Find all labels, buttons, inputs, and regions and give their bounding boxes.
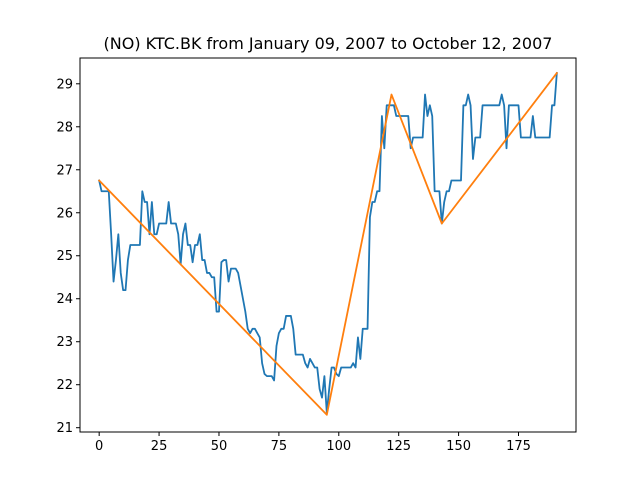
plot-area bbox=[80, 58, 576, 432]
y-tick-label: 23 bbox=[56, 335, 73, 350]
x-tick-label: 150 bbox=[446, 439, 471, 454]
y-tick-label: 21 bbox=[56, 421, 73, 436]
chart-title: (NO) KTC.BK from January 09, 2007 to Oct… bbox=[104, 34, 553, 53]
y-tick-label: 28 bbox=[56, 120, 73, 135]
y-tick-label: 25 bbox=[56, 249, 73, 264]
x-tick-label: 25 bbox=[151, 439, 168, 454]
x-tick-label: 125 bbox=[386, 439, 411, 454]
y-tick-label: 27 bbox=[56, 163, 73, 178]
series-line-2 bbox=[97, 71, 559, 416]
y-tick-label: 29 bbox=[56, 77, 73, 92]
x-tick-label: 0 bbox=[95, 439, 103, 454]
series-line-1 bbox=[98, 72, 558, 414]
y-tick-label: 24 bbox=[56, 292, 73, 307]
x-tick-label: 75 bbox=[271, 439, 288, 454]
axes-frame bbox=[79, 57, 577, 433]
series-layer bbox=[97, 71, 559, 416]
plot-background bbox=[80, 58, 576, 432]
x-tick-label: 100 bbox=[326, 439, 351, 454]
y-tick-label: 22 bbox=[56, 378, 73, 393]
x-tick-label: 50 bbox=[211, 439, 228, 454]
y-tick-label: 26 bbox=[56, 206, 73, 221]
x-tick-label: 175 bbox=[506, 439, 531, 454]
axes-layer: 0 25 50 75 100 125 150 175 21 22 23 24 25 26 27 28 29 bbox=[56, 57, 577, 454]
